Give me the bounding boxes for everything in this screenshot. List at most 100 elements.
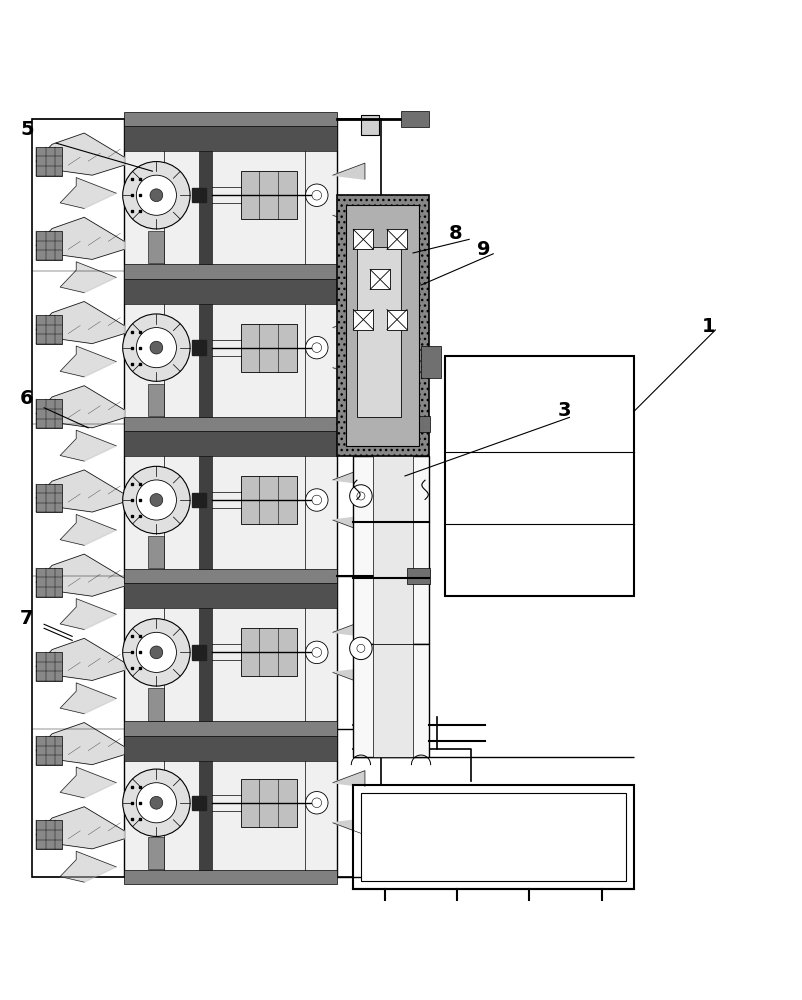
Polygon shape	[60, 599, 116, 630]
Bar	[36, 652, 62, 681]
Bar	[241, 171, 297, 219]
Polygon shape	[60, 178, 116, 208]
Circle shape	[312, 495, 322, 505]
Bar	[199, 576, 212, 729]
Circle shape	[136, 480, 176, 520]
Circle shape	[123, 314, 190, 381]
Polygon shape	[36, 723, 124, 765]
Bar	[124, 119, 337, 877]
Bar	[36, 736, 62, 765]
Bar	[407, 416, 430, 432]
Circle shape	[306, 336, 328, 359]
Circle shape	[350, 332, 372, 355]
Polygon shape	[36, 386, 124, 428]
Circle shape	[123, 162, 190, 229]
Text: 8: 8	[449, 224, 463, 243]
Bar	[148, 837, 164, 869]
Bar	[124, 417, 337, 431]
Bar	[124, 576, 337, 608]
Text: 1: 1	[702, 317, 715, 336]
Bar	[241, 628, 297, 676]
Bar	[124, 264, 337, 279]
Circle shape	[150, 341, 163, 354]
Polygon shape	[60, 851, 116, 882]
Bar	[199, 271, 212, 424]
Circle shape	[136, 632, 176, 672]
Polygon shape	[60, 683, 116, 714]
Bar	[361, 793, 626, 881]
Polygon shape	[60, 514, 116, 545]
Bar	[361, 115, 379, 135]
Bar	[370, 269, 390, 289]
Bar	[387, 229, 407, 249]
Polygon shape	[36, 638, 124, 680]
Polygon shape	[192, 493, 206, 507]
Polygon shape	[192, 188, 206, 202]
Bar	[337, 195, 429, 456]
Bar	[199, 119, 212, 271]
Bar	[445, 356, 634, 596]
Bar	[124, 721, 337, 736]
Circle shape	[136, 175, 176, 215]
Circle shape	[312, 190, 322, 200]
Polygon shape	[333, 516, 365, 532]
Polygon shape	[333, 163, 365, 179]
Text: 3: 3	[557, 401, 571, 420]
Bar	[346, 205, 419, 446]
Bar	[36, 484, 62, 512]
Bar	[36, 399, 62, 428]
Circle shape	[150, 494, 163, 506]
Polygon shape	[333, 620, 365, 636]
Circle shape	[312, 648, 322, 657]
Bar	[32, 119, 381, 877]
Bar	[353, 644, 429, 757]
Bar	[124, 870, 337, 884]
Polygon shape	[333, 316, 365, 332]
Text: 9: 9	[477, 240, 491, 259]
Polygon shape	[36, 470, 124, 512]
Bar	[148, 384, 164, 416]
Circle shape	[350, 485, 372, 507]
Bar	[387, 310, 407, 330]
Polygon shape	[60, 767, 116, 798]
Bar	[36, 315, 62, 344]
Circle shape	[312, 343, 322, 352]
Bar	[421, 346, 441, 378]
Bar	[241, 324, 297, 372]
Polygon shape	[333, 211, 365, 227]
Bar	[124, 112, 337, 126]
Circle shape	[150, 189, 163, 202]
Bar	[148, 688, 164, 721]
Bar	[241, 779, 297, 827]
Circle shape	[306, 184, 328, 206]
Circle shape	[123, 619, 190, 686]
Bar	[199, 729, 212, 877]
Polygon shape	[192, 645, 206, 660]
Text: 7: 7	[20, 609, 34, 628]
Bar	[148, 536, 164, 568]
Polygon shape	[36, 217, 124, 259]
Bar	[353, 456, 429, 644]
Polygon shape	[333, 468, 365, 484]
Bar	[357, 247, 401, 417]
Bar	[36, 147, 62, 176]
Bar	[353, 785, 634, 889]
Circle shape	[136, 783, 176, 823]
Polygon shape	[60, 262, 116, 293]
Bar	[241, 476, 297, 524]
Bar	[124, 424, 337, 456]
Bar	[124, 119, 337, 151]
Circle shape	[306, 489, 328, 511]
Polygon shape	[333, 668, 365, 684]
Circle shape	[150, 796, 163, 809]
Circle shape	[350, 637, 372, 660]
Polygon shape	[36, 133, 124, 175]
Circle shape	[306, 641, 328, 664]
Bar	[124, 569, 337, 583]
Polygon shape	[333, 771, 365, 787]
Bar	[124, 729, 337, 761]
Text: 6: 6	[20, 389, 34, 408]
Bar	[373, 456, 413, 644]
Bar	[36, 231, 62, 260]
Polygon shape	[192, 796, 206, 810]
